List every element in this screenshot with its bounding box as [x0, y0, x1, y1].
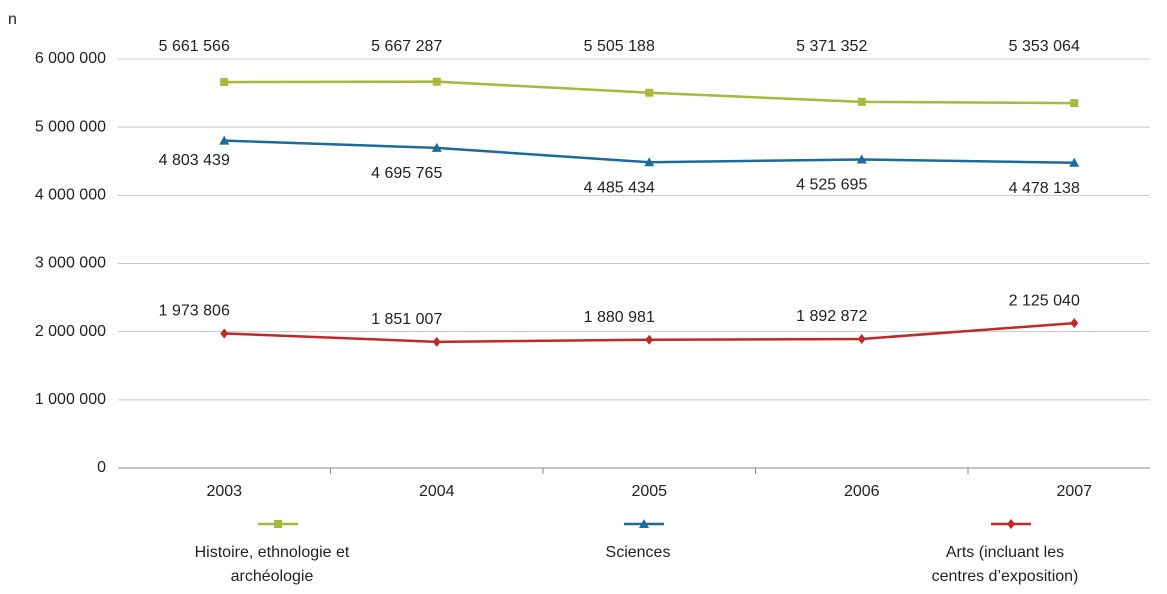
point: [856, 154, 867, 164]
y-tick-label: 5 000 000: [35, 118, 106, 135]
y-tick-label: 4 000 000: [35, 187, 106, 204]
point: [857, 97, 866, 106]
value-label: 1 880 981: [584, 309, 655, 326]
point: [432, 336, 441, 347]
value-label: 4 803 439: [159, 152, 230, 169]
value-label: 5 661 566: [159, 38, 230, 55]
legend-marker: [274, 520, 282, 528]
point: [644, 157, 655, 167]
point: [1069, 157, 1080, 167]
value-label: 4 485 434: [584, 179, 655, 196]
value-label: 1 851 007: [371, 311, 442, 328]
y-tick-label: 1 000 000: [35, 391, 106, 408]
legend-marker: [1007, 519, 1015, 529]
point: [857, 333, 866, 344]
point: [220, 328, 229, 339]
value-label: 1 973 806: [159, 303, 230, 320]
point: [1070, 318, 1079, 329]
legend-label: Arts (incluant les centres d’exposition): [931, 544, 1079, 585]
x-tick-label: 2006: [844, 483, 880, 500]
value-label: 4 525 695: [796, 177, 867, 194]
y-tick-label: 3 000 000: [35, 255, 106, 272]
point: [645, 88, 654, 97]
value-label: 4 695 765: [371, 165, 442, 182]
value-label: 2 125 040: [1009, 292, 1080, 309]
x-tick-label: 2004: [419, 483, 455, 500]
value-label: 4 478 138: [1009, 180, 1080, 197]
point: [220, 78, 229, 87]
value-label: 5 353 064: [1009, 38, 1080, 55]
value-label: 1 892 872: [796, 308, 867, 325]
point: [219, 135, 230, 145]
point: [432, 77, 441, 86]
x-tick-label: 2007: [1056, 483, 1092, 500]
point: [431, 142, 442, 152]
value-label: 5 371 352: [796, 38, 867, 55]
point: [645, 334, 654, 345]
legend-label: Histoire, ethnologie et archéologie: [194, 544, 350, 585]
y-tick-label: 6 000 000: [35, 50, 106, 67]
point: [1070, 99, 1079, 108]
y-tick-label: 0: [97, 459, 106, 476]
legend-label: Sciences: [605, 544, 671, 561]
value-label: 5 505 188: [584, 38, 655, 55]
x-tick-label: 2005: [631, 483, 667, 500]
value-label: 5 667 287: [371, 38, 442, 55]
y-tick-label: 2 000 000: [35, 323, 106, 340]
legend-marker: [639, 519, 649, 528]
x-tick-label: 2003: [206, 483, 242, 500]
y-axis-title: n: [8, 11, 17, 28]
